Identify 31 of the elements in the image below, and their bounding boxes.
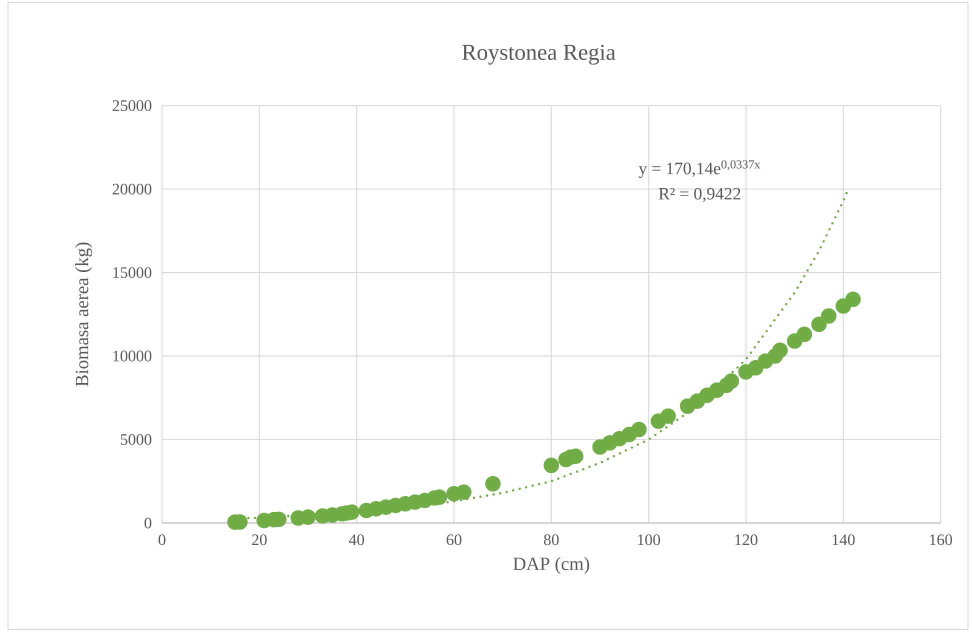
point [724, 373, 740, 389]
x-tick-label: 160 [930, 534, 952, 546]
point [772, 342, 788, 358]
point [796, 326, 812, 342]
x-tick-label: 0 [158, 534, 166, 546]
y-axis-title: Biomasa aerea (kg) [75, 242, 92, 386]
x-tick-label: 20 [252, 534, 267, 546]
point [811, 316, 827, 332]
point [660, 408, 676, 424]
point [845, 292, 861, 308]
point [544, 458, 560, 474]
chart-title: Roystonea Regia [462, 44, 616, 65]
x-tick-label: 140 [832, 534, 855, 546]
annotation: R² = 0,9422 [658, 188, 740, 202]
point [820, 308, 836, 324]
point [456, 484, 472, 500]
y-tick-label: 25000 [112, 100, 152, 112]
y-tick-label: 5000 [120, 434, 152, 445]
x-tick-label: 80 [544, 534, 559, 546]
y-tick-label: 10000 [113, 350, 152, 362]
y-tick-label: 20000 [112, 184, 152, 195]
y-tick-label: 15000 [113, 267, 152, 278]
x-tick-label: 100 [638, 534, 660, 546]
x-tick-label: 120 [735, 534, 758, 546]
x-tick-label: 40 [348, 534, 364, 546]
point [631, 422, 647, 438]
y-tick-label: 0 [144, 518, 152, 528]
x-axis-title: DAP (cm) [513, 556, 590, 574]
x-tick-label: 60 [446, 534, 462, 546]
point [485, 476, 501, 492]
annotation: y = 170,14e$^{0,0337x}$ [638, 160, 760, 178]
